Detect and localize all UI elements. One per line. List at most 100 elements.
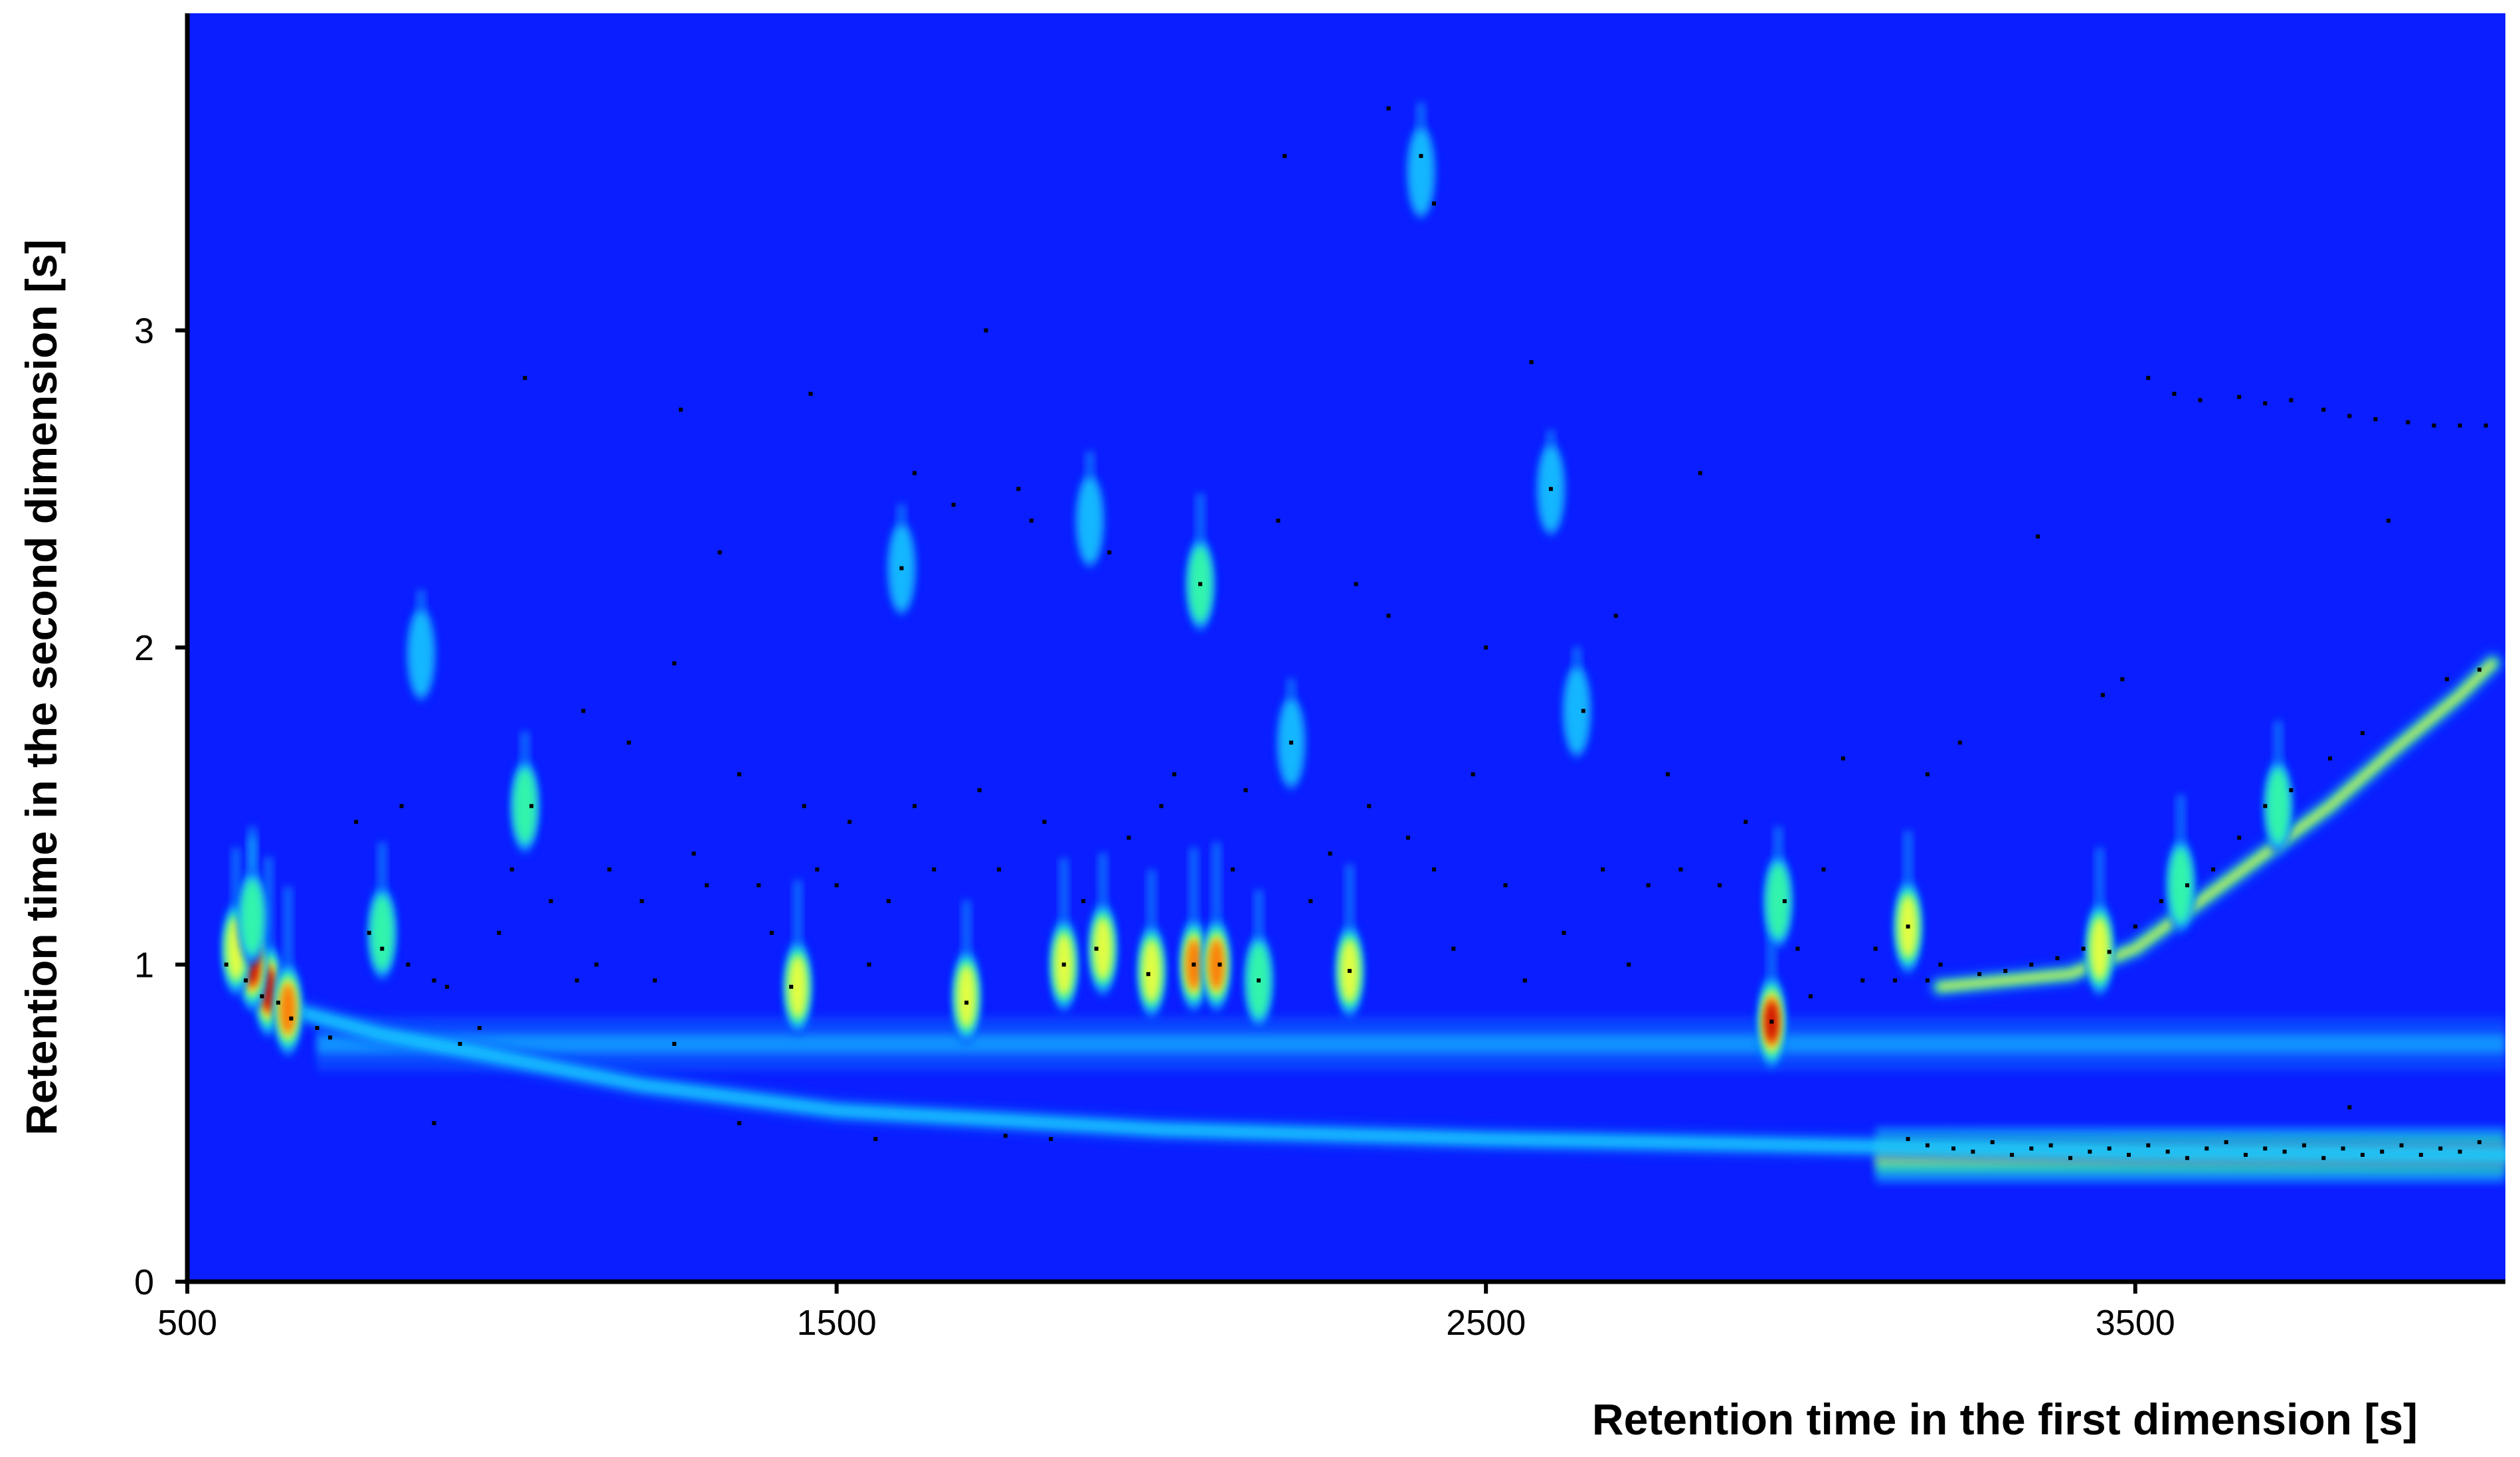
detected-point bbox=[1172, 772, 1176, 776]
detected-point bbox=[2224, 1140, 2228, 1144]
detected-point bbox=[2341, 1146, 2345, 1151]
detected-point bbox=[354, 819, 359, 824]
detected-point bbox=[432, 1121, 436, 1126]
detected-point bbox=[1873, 946, 1878, 951]
detected-point bbox=[1529, 360, 1534, 365]
detected-point bbox=[2205, 1146, 2209, 1151]
detected-point bbox=[1769, 1019, 1774, 1024]
detected-point bbox=[2380, 1150, 2385, 1154]
detected-point bbox=[737, 1121, 741, 1126]
detected-point bbox=[575, 978, 579, 983]
detected-point bbox=[1386, 106, 1391, 111]
detected-point bbox=[529, 804, 534, 808]
detected-point bbox=[1159, 804, 1164, 808]
detected-point bbox=[1782, 899, 1787, 903]
detected-point bbox=[834, 883, 839, 888]
detected-point bbox=[789, 984, 794, 989]
peak-contour bbox=[788, 955, 808, 1018]
detected-point bbox=[1029, 519, 1034, 523]
detected-point bbox=[367, 930, 371, 935]
detected-point bbox=[497, 930, 501, 935]
detected-point bbox=[1257, 978, 1261, 983]
detected-point bbox=[2159, 899, 2163, 903]
detected-point bbox=[2386, 519, 2391, 523]
detected-point bbox=[328, 1035, 333, 1040]
detected-point bbox=[2029, 962, 2034, 967]
detected-point bbox=[380, 946, 385, 951]
detected-point bbox=[626, 740, 631, 745]
detected-point bbox=[1562, 930, 1566, 935]
detected-point bbox=[867, 962, 871, 967]
detected-point bbox=[243, 978, 248, 983]
detected-point bbox=[1808, 994, 1813, 999]
y-tick-label: 1 bbox=[134, 946, 154, 986]
detected-point bbox=[2185, 883, 2189, 888]
detected-point bbox=[1431, 867, 1436, 872]
detected-point bbox=[652, 978, 657, 983]
detected-point bbox=[2373, 417, 2378, 422]
detected-point bbox=[1601, 867, 1605, 872]
detected-point bbox=[1094, 946, 1099, 951]
retention-curve bbox=[262, 999, 2505, 1157]
detected-point bbox=[1328, 851, 1332, 856]
detected-point bbox=[640, 899, 644, 903]
detected-point bbox=[1308, 899, 1313, 903]
detected-point bbox=[737, 772, 741, 776]
detected-point bbox=[1821, 867, 1826, 872]
detected-point bbox=[260, 994, 264, 999]
detected-point bbox=[523, 376, 527, 381]
detected-point bbox=[1347, 969, 1352, 974]
detected-point bbox=[1243, 788, 1248, 792]
detected-point bbox=[1744, 819, 1748, 824]
detected-point bbox=[1042, 819, 1047, 824]
detected-point bbox=[2107, 1146, 2112, 1151]
detected-point bbox=[581, 709, 586, 713]
detected-point bbox=[1367, 804, 1372, 808]
peak-contour bbox=[240, 880, 264, 954]
detected-point bbox=[2237, 835, 2242, 840]
detected-point bbox=[1471, 772, 1475, 776]
detected-point bbox=[899, 566, 904, 570]
detected-point bbox=[399, 804, 404, 808]
plot-background bbox=[187, 13, 2505, 1282]
detected-point bbox=[2263, 1146, 2268, 1151]
detected-point bbox=[1289, 740, 1293, 745]
detected-point bbox=[2360, 730, 2365, 735]
peak-contour bbox=[1077, 477, 1103, 564]
detected-point bbox=[912, 471, 917, 475]
detected-point bbox=[1146, 972, 1150, 976]
detected-point bbox=[224, 962, 228, 967]
detected-point bbox=[1107, 550, 1112, 555]
detected-point bbox=[1126, 835, 1131, 840]
detected-point bbox=[1957, 740, 1962, 745]
detected-point bbox=[873, 1137, 878, 1142]
peak-contour bbox=[1767, 864, 1789, 938]
x-axis-title: Retention time in the first dimension [s… bbox=[1592, 1395, 2418, 1444]
detected-point bbox=[2211, 867, 2216, 872]
detected-point bbox=[769, 930, 774, 935]
detected-point bbox=[2185, 1156, 2189, 1160]
detected-point bbox=[2263, 804, 2268, 808]
detected-point bbox=[1581, 709, 1585, 713]
detected-point bbox=[2107, 950, 2112, 954]
detected-point bbox=[1925, 978, 1930, 983]
detected-point bbox=[1230, 867, 1235, 872]
detected-point bbox=[2263, 401, 2268, 406]
detected-point bbox=[705, 883, 709, 888]
detected-point bbox=[1977, 972, 1982, 976]
detected-point bbox=[406, 962, 410, 967]
detected-point bbox=[2458, 423, 2462, 428]
detected-point bbox=[315, 1026, 319, 1030]
detected-point bbox=[2133, 924, 2137, 929]
detected-point bbox=[594, 962, 598, 967]
y-tick-label: 2 bbox=[134, 628, 154, 668]
detected-point bbox=[1860, 978, 1865, 983]
detected-point bbox=[2146, 376, 2151, 381]
detected-point bbox=[2328, 756, 2333, 761]
detected-point bbox=[2126, 1153, 2131, 1157]
detected-point bbox=[1431, 201, 1436, 206]
detected-point bbox=[477, 1026, 482, 1030]
detected-point bbox=[289, 1016, 294, 1021]
detected-point bbox=[1522, 978, 1527, 983]
detected-point bbox=[1386, 614, 1391, 618]
